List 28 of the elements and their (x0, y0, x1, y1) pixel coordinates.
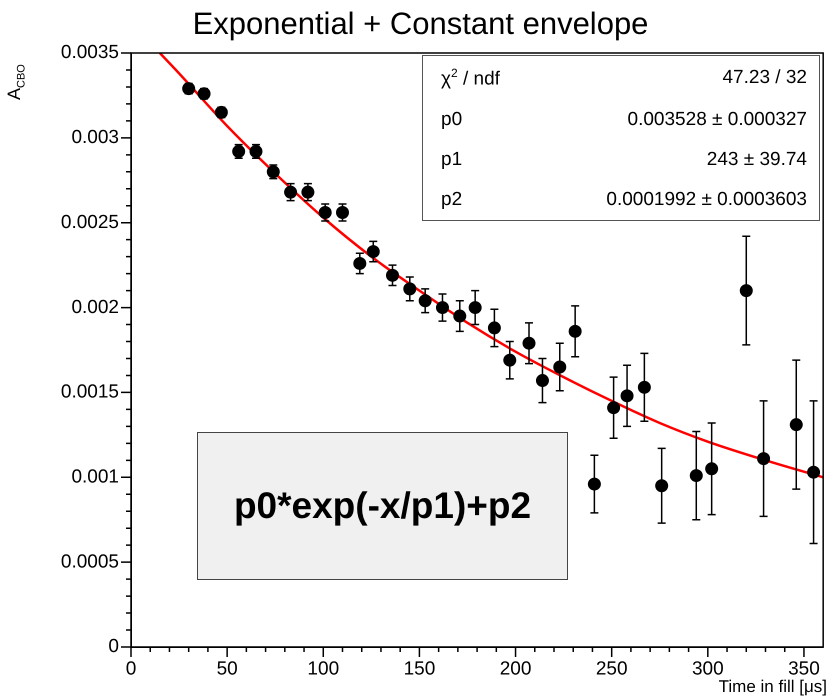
x-tick-label: 100 (307, 658, 340, 680)
y-tick-label: 0.003 (71, 127, 119, 148)
y-tick-label: 0.0025 (60, 212, 119, 233)
formula-box: p0*exp(-x/p1)+p2 (197, 432, 568, 580)
x-tick-label: 300 (692, 658, 724, 680)
y-tick-label: 0.0005 (60, 551, 119, 572)
annotation: 0.0001992 ± 0.0003603 (605, 188, 808, 212)
y-tick-label: 0.0035 (60, 42, 119, 64)
y-tick-label: 0 (108, 636, 119, 658)
line-series (158, 53, 824, 479)
x-axis-title: Time in fill [μs] (718, 677, 827, 696)
annotation: p0 (440, 108, 464, 132)
x-tick-label: 200 (500, 658, 532, 680)
x-tick-label: 250 (596, 658, 628, 680)
annotation: 0.003528 ± 0.000327 (626, 108, 808, 132)
x-tick-label: 350 (788, 658, 820, 680)
x-tick-label: 150 (404, 658, 436, 680)
x-tick-label: 0 (126, 658, 136, 680)
annotation: p2 (440, 188, 464, 212)
annotation: p1 (440, 148, 464, 172)
chart-title: Exponential + Constant envelope (192, 6, 650, 42)
annotation: χ$^{2}$ / ndf (440, 64, 501, 92)
y-tick-label: 0.002 (71, 296, 119, 318)
annotation: 47.23 / 32 (721, 66, 808, 90)
y-tick-label: 0.001 (71, 466, 119, 488)
y-tick-label: 0.0015 (60, 382, 119, 403)
x-tick-label: 50 (216, 658, 238, 680)
annotation: 243 ± 39.74 (706, 148, 808, 172)
